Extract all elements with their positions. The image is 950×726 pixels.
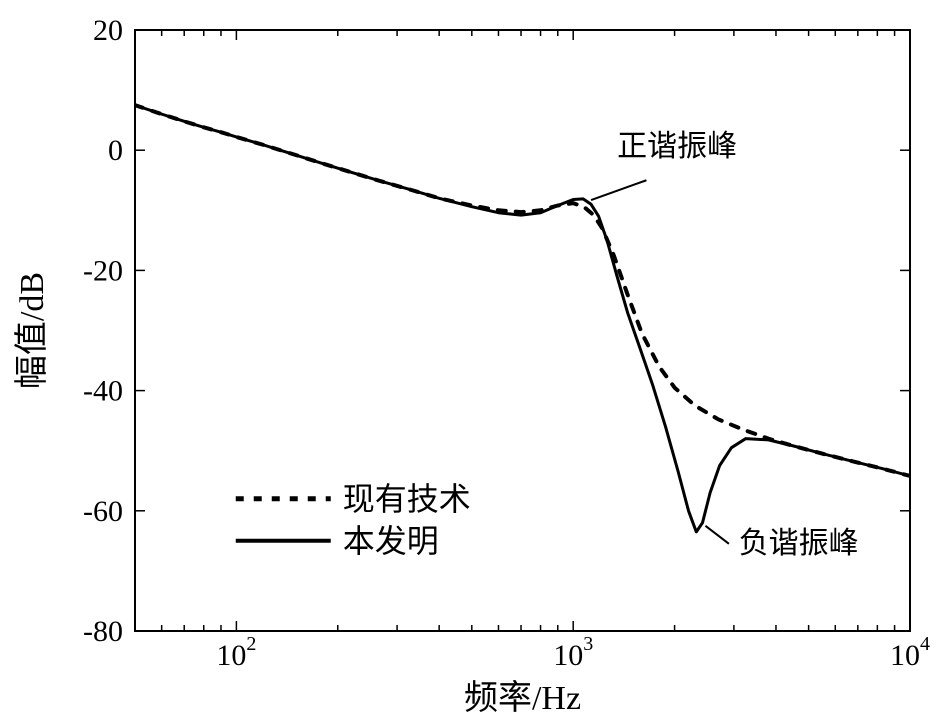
legend-label-present: 本发明	[343, 523, 439, 559]
ytick-label: 20	[93, 14, 123, 47]
ytick-label: 0	[108, 134, 123, 167]
ytick-label: -20	[83, 254, 123, 287]
ytick-label: -60	[83, 495, 123, 528]
ytick-label: -80	[83, 615, 123, 648]
x-axis-label: 频率/Hz	[464, 679, 581, 717]
y-axis-label: 幅值/dB	[13, 272, 51, 389]
bode-chart: -80-60-40-20020102103104频率/Hz幅值/dB正谐振峰负谐…	[0, 0, 950, 726]
chart-svg: -80-60-40-20020102103104频率/Hz幅值/dB正谐振峰负谐…	[0, 0, 950, 726]
ytick-label: -40	[83, 375, 123, 408]
annotation-neg-resonance: 负谐振峰	[739, 527, 859, 560]
annotation-pos-resonance: 正谐振峰	[617, 130, 737, 163]
legend-label-existing: 现有技术	[343, 481, 471, 517]
